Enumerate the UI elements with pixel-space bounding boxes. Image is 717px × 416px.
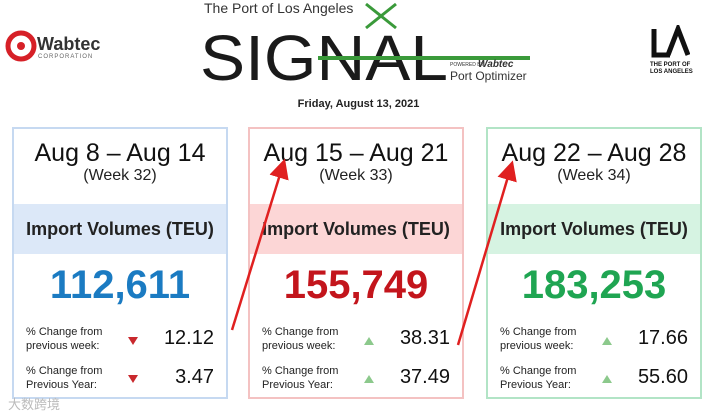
trend-icon (602, 375, 612, 383)
trend-icon (364, 375, 374, 383)
week-range: Aug 8 – Aug 14 (34, 139, 206, 167)
card-band: Import Volumes (TEU) (488, 204, 700, 254)
wabtec-name: Wabtec (37, 34, 101, 54)
la-text: THE PORT OF LOS ANGELES (650, 62, 693, 75)
signal-logo: The Port of Los Angeles SIGNAL POWERED B… (200, 0, 530, 94)
date: Friday, August 13, 2021 (297, 98, 420, 110)
product: Port Optimizer (450, 69, 527, 83)
week-range: Aug 22 – Aug 28 (501, 139, 687, 167)
change-label: % Change from Previous Year: (500, 365, 577, 391)
powered-brand: Wabtec (478, 59, 514, 70)
change-value: 12.12 (163, 327, 214, 349)
week-card: Aug 15 – Aug 21 (Week 33) Import Volumes… (248, 127, 464, 399)
powered-by: POWERED BY (450, 62, 485, 68)
change-label: % Change from previous week: (500, 326, 577, 352)
wabtec-sub: CORPORATION (38, 54, 94, 60)
change-value: 17.66 (637, 327, 688, 349)
card-heading: Import Volumes (TEU) (262, 219, 450, 239)
import-volume: 155,749 (283, 263, 429, 307)
change-value: 55.60 (637, 366, 688, 388)
change-label: % Change from previous week: (26, 326, 103, 352)
change-value: 38.31 (399, 327, 450, 349)
import-volume: 112,611 (49, 263, 191, 307)
import-volume: 183,253 (521, 263, 667, 307)
week-number: (Week 32) (83, 167, 157, 184)
banner-top: The Port of Los Angeles (204, 0, 353, 16)
card-heading: Import Volumes (TEU) (26, 219, 214, 239)
week-card: Aug 8 – Aug 14 (Week 32) Import Volumes … (12, 127, 228, 399)
trend-icon (128, 375, 138, 383)
trend-icon (128, 337, 138, 345)
card-band: Import Volumes (TEU) (14, 204, 226, 254)
trend-icon (364, 337, 374, 345)
card-band: Import Volumes (TEU) (250, 204, 462, 254)
week-number: (Week 33) (319, 167, 393, 184)
watermark: 大数跨境 (8, 397, 61, 412)
week-card: Aug 22 – Aug 28 (Week 34) Import Volumes… (486, 127, 702, 399)
signal-banner: The Port of Los Angeles SIGNAL POWERED B… (168, 0, 545, 95)
wabtec-logo (3, 28, 39, 69)
change-label: % Change from Previous Year: (26, 365, 103, 391)
trend-icon (602, 337, 612, 345)
la-logo (650, 22, 691, 66)
card-heading: Import Volumes (TEU) (500, 219, 688, 239)
week-number: (Week 34) (557, 167, 631, 184)
change-label: % Change from Previous Year: (262, 365, 339, 391)
change-value: 3.47 (175, 366, 214, 388)
change-label: % Change from previous week: (262, 326, 339, 352)
wabtec-icon (5, 30, 37, 62)
week-range: Aug 15 – Aug 21 (263, 139, 449, 167)
la-mark (651, 22, 691, 58)
change-value: 37.49 (399, 366, 450, 388)
